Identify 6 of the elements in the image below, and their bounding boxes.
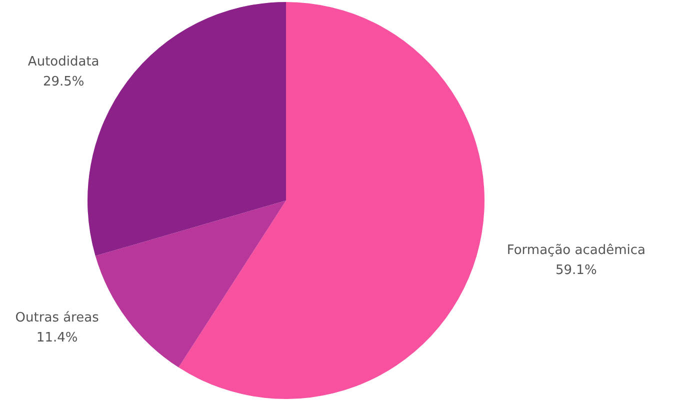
data-label: 11.4% <box>36 330 78 346</box>
data-label: 59.1% <box>555 263 597 278</box>
slice-label: Outras áreas <box>15 310 100 326</box>
data-label: 29.5% <box>42 74 84 90</box>
slice-label: Autodidata <box>28 54 100 70</box>
slice-label: Formação acadêmica <box>506 243 646 258</box>
